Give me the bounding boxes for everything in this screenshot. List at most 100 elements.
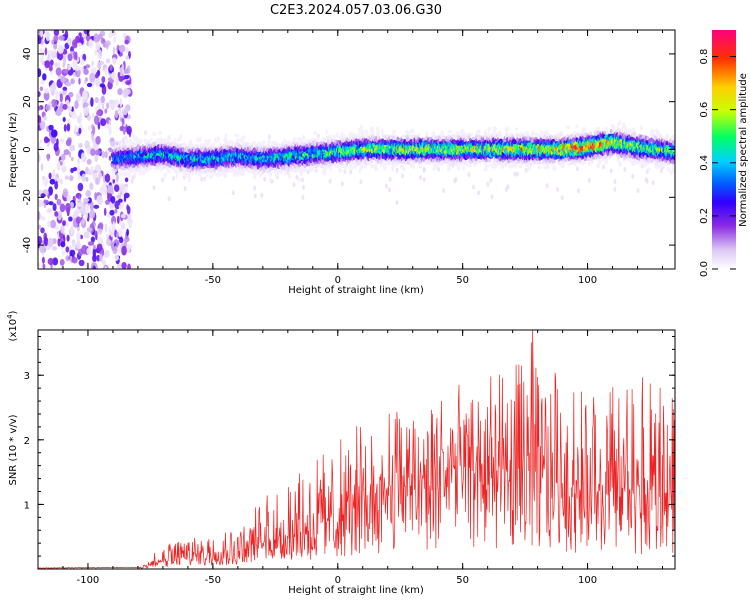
noise-mark <box>38 36 42 45</box>
ridge-mark <box>229 169 233 174</box>
faint-mark <box>385 183 388 189</box>
noise-mark <box>98 171 102 180</box>
noise-mark <box>97 61 102 69</box>
noise-mark <box>63 55 66 66</box>
noise-mark <box>126 204 129 211</box>
faint-mark <box>477 190 481 196</box>
faint-mark <box>442 188 445 194</box>
noise-mark <box>59 203 66 213</box>
noise-mark <box>110 196 116 204</box>
noise-mark <box>51 39 55 45</box>
noise-mark <box>42 61 45 66</box>
noise-mark <box>95 135 101 145</box>
noise-mark <box>106 238 111 246</box>
faint-mark <box>130 178 134 184</box>
noise-mark <box>114 184 120 192</box>
ridge-mark <box>383 164 387 171</box>
noise-mark <box>59 178 63 185</box>
noise-mark <box>99 253 103 262</box>
faint-mark <box>260 192 264 198</box>
ridge-mark <box>320 164 323 168</box>
noise-mark <box>83 68 89 75</box>
noise-mark <box>73 51 76 60</box>
noise-mark <box>93 33 99 43</box>
noise-mark <box>45 137 50 143</box>
faint-mark <box>486 181 490 187</box>
faint-mark <box>613 179 617 185</box>
noise-mark <box>86 227 93 233</box>
faint-mark <box>422 177 426 182</box>
noise-mark <box>117 215 120 224</box>
noise-mark <box>109 209 115 216</box>
noise-mark <box>46 153 50 162</box>
ridge-mark <box>131 167 135 174</box>
noise-mark <box>50 219 56 229</box>
faint-mark <box>167 196 171 202</box>
noise-mark <box>86 158 92 165</box>
faint-mark <box>453 178 457 184</box>
noise-mark <box>128 84 132 89</box>
faint-mark <box>395 200 399 206</box>
noise-mark <box>121 118 125 126</box>
noise-mark <box>63 69 69 74</box>
noise-mark <box>54 62 59 68</box>
noise-mark <box>81 173 86 182</box>
noise-mark <box>113 100 120 107</box>
noise-mark <box>85 77 88 82</box>
ridge-mark <box>461 165 466 171</box>
noise-mark <box>42 73 47 81</box>
ridge-mark <box>269 166 275 171</box>
ridge-mark <box>337 163 341 168</box>
noise-mark <box>90 148 96 156</box>
noise-mark <box>126 244 131 253</box>
faint-mark <box>328 178 332 184</box>
ridge-mark <box>303 169 308 173</box>
noise-mark <box>65 139 72 147</box>
ridge-mark <box>448 159 453 166</box>
noise-mark <box>103 207 107 216</box>
noise-mark <box>72 241 77 250</box>
noise-mark <box>118 204 124 210</box>
ridge-mark <box>411 163 416 170</box>
noise-mark <box>125 55 129 60</box>
noise-mark <box>96 195 103 205</box>
noise-mark <box>60 153 66 161</box>
noise-mark <box>81 217 85 225</box>
noise-mark <box>90 236 95 243</box>
noise-mark <box>108 99 115 105</box>
noise-mark <box>115 172 119 183</box>
noise-mark <box>52 257 59 266</box>
noise-mark <box>85 177 89 182</box>
noise-mark <box>60 161 63 166</box>
noise-mark <box>126 125 132 135</box>
ridge-mark <box>333 134 336 139</box>
noise-mark <box>128 220 133 229</box>
noise-mark <box>123 75 130 80</box>
noise-mark <box>81 66 84 73</box>
noise-mark <box>115 76 119 87</box>
noise-mark <box>40 216 46 221</box>
ridge-mark <box>468 163 472 168</box>
ridge-mark <box>410 128 415 134</box>
ridge-mark <box>360 125 364 129</box>
noise-mark <box>74 125 79 133</box>
ridge-mark <box>138 139 143 144</box>
ridge-mark <box>189 139 193 145</box>
noise-mark <box>111 71 116 80</box>
noise-mark <box>83 197 90 203</box>
ridge-mark <box>300 169 304 176</box>
ridge-mark <box>363 164 367 169</box>
ridge-mark <box>456 166 461 171</box>
noise-mark <box>78 142 83 149</box>
ridge-mark <box>290 168 293 173</box>
noise-mark <box>107 184 114 194</box>
noise-mark <box>90 165 95 173</box>
noise-mark <box>94 115 100 125</box>
noise-mark <box>89 72 96 83</box>
noise-mark <box>127 263 131 269</box>
noise-mark <box>77 202 82 208</box>
ridge-mark <box>173 137 177 143</box>
noise-mark <box>53 142 59 152</box>
noise-mark <box>123 192 130 199</box>
noise-mark <box>88 125 91 131</box>
